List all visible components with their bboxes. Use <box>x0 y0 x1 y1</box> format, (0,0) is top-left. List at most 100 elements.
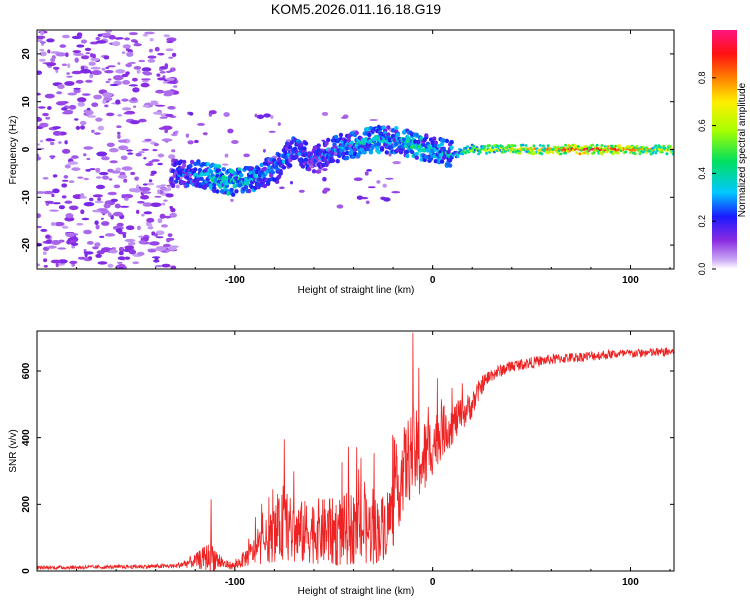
spectrogram-ridge-cell <box>375 145 380 150</box>
spectrogram-speckle <box>83 251 94 255</box>
spectrogram-speckle <box>107 78 112 81</box>
spectrogram-ridge-cell <box>276 174 282 179</box>
spectrogram-speckle <box>71 70 83 75</box>
spectrogram-speckle <box>49 209 59 212</box>
spectrogram-speckle <box>86 107 91 111</box>
spectrogram-speckle <box>106 142 115 147</box>
spectrogram-speckle <box>105 66 110 69</box>
spectrogram-ridge-cell <box>600 144 604 147</box>
spectrogram-speckle <box>86 241 94 245</box>
spectrogram-ridge-cell <box>635 144 639 148</box>
spectrogram-speckle <box>136 209 140 214</box>
spectrogram-speckle <box>188 111 194 116</box>
spectrogram-ridge-cell <box>370 145 375 150</box>
spectrogram-ridge-cell <box>288 163 293 168</box>
spectrogram-speckle <box>227 128 234 134</box>
spectrogram-ridge-cell <box>349 140 355 145</box>
spectrogram-speckle <box>50 222 56 226</box>
spectrogram-ridge-cell <box>654 144 658 148</box>
spectrogram-ridge-cell <box>256 166 261 172</box>
spectrogram-speckle <box>102 92 113 98</box>
spectrogram-speckle <box>141 78 151 81</box>
spectrogram-ridge-cell <box>289 140 294 145</box>
spectrogram-speckle <box>290 181 293 185</box>
spectrogram-speckle <box>42 112 49 117</box>
spectrogram-speckle <box>42 251 47 255</box>
spectrogram-ridge-cell <box>389 145 394 150</box>
spectrogram-speckle <box>136 184 140 190</box>
spectrogram-speckle <box>138 235 144 238</box>
spectrogram-ridge-cell <box>335 159 340 164</box>
spectrogram-speckle <box>107 65 116 68</box>
spectrogram-speckle <box>159 213 166 219</box>
spectrogram-ridge-cell <box>299 157 304 162</box>
spectrogram-speckle <box>322 176 327 182</box>
spectrogram-speckle <box>166 184 172 187</box>
spectrogram-ridge-cell <box>231 192 236 197</box>
x-tick-label: 100 <box>622 275 639 286</box>
spectrogram-speckle <box>168 246 177 251</box>
spectrogram-speckle <box>359 197 369 200</box>
spectrogram-speckle <box>132 77 138 82</box>
spectrogram-speckle <box>150 170 157 175</box>
spectrogram-speckle <box>197 122 205 126</box>
spectrogram-speckle <box>45 116 51 120</box>
spectrogram-speckle <box>117 139 128 143</box>
spectrogram-ridge-cell <box>239 173 244 178</box>
spectrogram-speckle <box>129 61 137 64</box>
spectrogram-speckle <box>57 84 65 90</box>
spectrogram-speckle <box>59 44 67 48</box>
spectrogram-speckle <box>65 232 75 237</box>
spectrogram-speckle <box>142 183 149 186</box>
colorbar: 0.0 0.2 0.4 0.6 0.8 Normalized spectral ampl… <box>697 30 748 275</box>
spectrogram-ridge-cell <box>343 138 348 144</box>
spectrogram-ridge-cell <box>608 148 612 152</box>
spectrogram-ridge-cell <box>322 157 328 162</box>
spectrogram-ridge-cell <box>575 151 579 155</box>
spectrogram-speckle <box>128 84 138 87</box>
spectrogram-ridge-cell <box>212 182 217 187</box>
spectrogram-ridge-cell <box>540 152 544 156</box>
spectrogram-speckle <box>108 35 116 40</box>
spectrogram-ridge-cell <box>511 150 515 154</box>
spectrogram-speckle <box>85 169 91 172</box>
spectrogram-speckle <box>50 141 55 146</box>
spectrogram-speckle <box>157 162 163 166</box>
spectrogram-speckle <box>143 157 147 160</box>
spectrogram-ridge-cell <box>424 133 429 138</box>
spectrogram-ridge-cell <box>633 152 637 156</box>
spectrogram-speckle <box>45 62 57 67</box>
spectrogram-speckle <box>202 132 208 136</box>
spectrogram-speckle <box>45 239 53 244</box>
colorbar-tick-label: 0.0 <box>697 263 707 276</box>
spectrogram-speckle <box>104 70 114 74</box>
spectrogram-ridge-cell <box>414 132 419 137</box>
spectrogram-speckle <box>138 59 146 63</box>
spectrogram-speckle <box>109 249 118 254</box>
spectrogram-speckle <box>101 156 110 161</box>
spectrogram-speckle <box>109 83 119 87</box>
spectrogram-ridge-cell <box>216 164 222 169</box>
snr-ylabel: SNR (v/v) <box>8 429 19 472</box>
spectrogram-ridge-cell <box>521 143 525 147</box>
spectrogram-speckle <box>68 180 75 184</box>
spectrogram-speckle <box>155 236 164 239</box>
spectrogram-ridge-cell <box>538 144 542 147</box>
spectrogram-speckle <box>127 241 136 246</box>
spectrogram-ridge-cell <box>307 167 312 172</box>
spectrogram-speckle <box>138 118 147 123</box>
spectrogram-speckle <box>83 177 89 181</box>
spectrogram-speckle <box>140 195 150 200</box>
spectrogram-ridge-cell <box>253 173 258 178</box>
spectrogram-speckle <box>256 114 265 120</box>
spectrogram-speckle <box>142 33 149 37</box>
spectrogram-speckle <box>170 67 176 72</box>
spectrogram-ridge-cell <box>174 179 179 184</box>
spectrogram-speckle <box>115 99 121 105</box>
spectrogram-speckle <box>37 156 42 161</box>
spectrogram-speckle <box>157 218 163 224</box>
spectrogram-speckle <box>157 52 165 56</box>
spectrogram-speckle <box>169 205 173 210</box>
spectrogram-ridge-cell <box>185 183 190 188</box>
spectrogram-speckle <box>119 205 130 208</box>
